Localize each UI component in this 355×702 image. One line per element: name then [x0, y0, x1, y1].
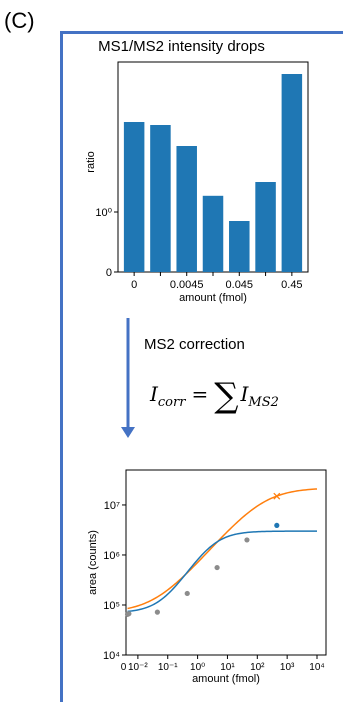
x-tick-label: 10⁰ — [190, 662, 205, 673]
x-tick-label: 10³ — [280, 662, 295, 673]
formula-equals: = — [191, 382, 209, 406]
x-tick-label: 10⁻¹ — [158, 662, 178, 673]
x-tick-label: 0.0045 — [170, 279, 204, 291]
formula-rhs-sub: MS2 — [248, 395, 279, 410]
y-axis-label: area (counts) — [87, 530, 99, 595]
x-tick-label-zero: 0 — [121, 662, 127, 673]
y-tick-label: 10⁶ — [103, 550, 120, 562]
data-point-blue — [274, 522, 280, 529]
x-tick-label: 10⁴ — [309, 662, 324, 673]
x-tick-label: 10⁻² — [128, 662, 148, 673]
y-tick-label: 10⁴ — [103, 650, 120, 662]
bar — [255, 182, 276, 272]
data-point-gray — [184, 590, 190, 597]
chart-title: MS1/MS2 intensity drops — [98, 38, 265, 55]
frame-left-border — [60, 31, 63, 702]
formula-rhs: I — [240, 382, 249, 406]
curve-plot-frame — [125, 469, 327, 656]
bar — [202, 195, 224, 272]
data-point-gray — [214, 564, 220, 571]
data-point-gray — [126, 611, 132, 617]
x-tick-label: 0 — [131, 279, 137, 291]
x-tick-label: 0.045 — [226, 279, 254, 291]
data-point-gray — [244, 537, 250, 543]
panel-label: (C) — [4, 8, 35, 33]
x-tick-label: 0.45 — [281, 279, 302, 291]
correction-formula: Icorr = ∑ IMS2 — [150, 376, 279, 416]
data-point-gray — [154, 609, 160, 615]
bar — [229, 221, 250, 272]
formula-lhs: I — [150, 382, 158, 406]
orange-fit-curve — [127, 488, 318, 610]
y-tick-label: 0 — [106, 267, 112, 279]
arrow-head — [121, 427, 135, 438]
sum-symbol: ∑ — [214, 376, 239, 416]
step-label: MS2 correction — [144, 336, 245, 353]
formula-lhs-sub: corr — [157, 395, 186, 410]
y-tick-label: 10⁰ — [95, 207, 112, 219]
bar — [123, 122, 145, 272]
y-axis-label: ratio — [85, 151, 97, 172]
y-tick-label: 10⁵ — [103, 600, 120, 612]
data-point-orange-x — [273, 492, 281, 500]
blue-fit-curve — [127, 530, 318, 613]
bar — [281, 74, 303, 272]
y-tick-label: 10⁷ — [104, 500, 120, 512]
x-tick-label: 10¹ — [220, 662, 235, 673]
x-tick-label: 10² — [250, 662, 265, 673]
frame-top-border — [62, 31, 343, 34]
x-axis-label: amount (fmol) — [192, 673, 260, 685]
x-axis-label: amount (fmol) — [179, 292, 247, 304]
bar — [176, 146, 197, 272]
bar — [150, 125, 171, 272]
